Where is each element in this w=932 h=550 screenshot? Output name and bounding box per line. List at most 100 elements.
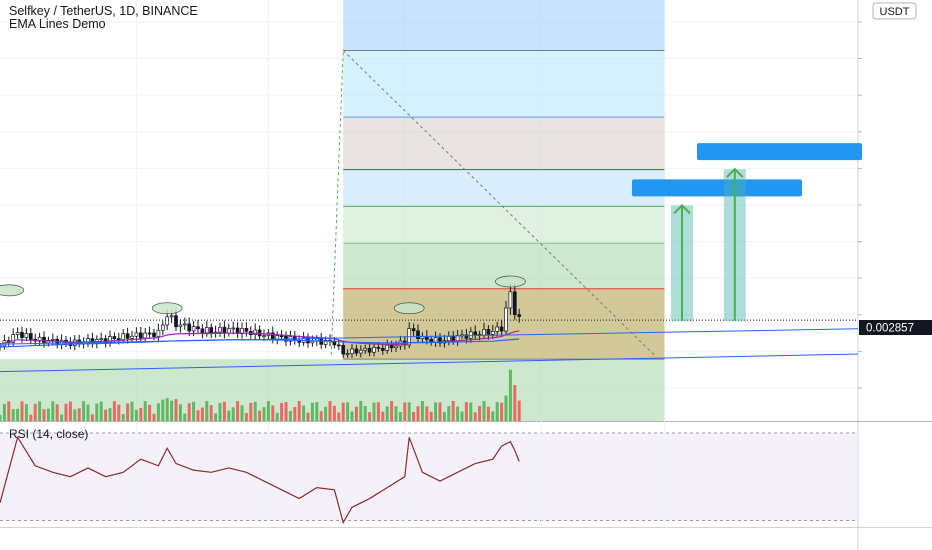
candle-body xyxy=(486,329,491,335)
volume-bar xyxy=(451,401,455,421)
candle-body xyxy=(24,333,29,338)
candle-body xyxy=(178,324,183,328)
volume-bar xyxy=(363,406,367,421)
candle-body xyxy=(138,332,143,339)
candle-body xyxy=(411,328,416,332)
volume-bar xyxy=(398,411,402,421)
volume-bar xyxy=(11,409,15,421)
candle-body xyxy=(209,327,214,334)
target-arrows[interactable] xyxy=(632,143,862,322)
volume-bar xyxy=(222,401,226,421)
volume-bar xyxy=(253,401,257,421)
volume-bar xyxy=(77,408,81,421)
volume-bar xyxy=(513,385,517,421)
volume-bar xyxy=(341,402,345,421)
candle-body xyxy=(482,329,486,336)
candle-body xyxy=(363,347,368,351)
volume-bar xyxy=(258,410,262,421)
candle-body xyxy=(490,330,495,335)
candle-body xyxy=(20,332,24,338)
candle-body xyxy=(319,338,324,345)
candle-body xyxy=(438,337,442,344)
volume-bar xyxy=(420,401,424,421)
candle-body xyxy=(257,329,262,337)
candle-body xyxy=(464,334,469,339)
volume-bar xyxy=(500,402,504,421)
fib-trend-line xyxy=(330,50,344,356)
candle-body xyxy=(15,332,20,335)
volume-bar xyxy=(196,410,200,421)
candle-body xyxy=(473,331,478,335)
candle-body xyxy=(354,348,359,354)
candle-body xyxy=(152,332,156,337)
volume-bar xyxy=(90,414,94,421)
volume-bar xyxy=(240,405,244,421)
candle-body xyxy=(125,333,130,339)
candle-body xyxy=(134,332,139,337)
volume-bar xyxy=(332,405,336,421)
candle-body xyxy=(380,348,385,351)
candle-body xyxy=(187,323,192,332)
volume-bar xyxy=(473,412,477,421)
candle-body xyxy=(244,328,249,332)
volume-bar xyxy=(20,401,24,421)
candle-body xyxy=(196,326,200,330)
currency-label: USDT xyxy=(880,6,910,18)
volume-bar xyxy=(442,412,446,421)
candle-body xyxy=(385,344,390,351)
volume-bar xyxy=(491,411,495,421)
volume-bar xyxy=(178,404,182,421)
candle-body xyxy=(499,326,504,332)
volume-bar xyxy=(16,408,20,421)
volume-bar xyxy=(403,402,407,421)
indicator-title[interactable]: EMA Lines Demo xyxy=(9,17,106,31)
volume-bar xyxy=(209,405,213,421)
candle-body xyxy=(143,332,148,339)
volume-bar xyxy=(64,403,68,421)
candle-body xyxy=(345,353,350,355)
candle-body xyxy=(389,344,394,349)
volume-bar xyxy=(104,409,108,421)
volume-bar xyxy=(460,411,464,421)
symbol-title[interactable]: Selfkey / TetherUS, 1D, BINANCE xyxy=(9,4,198,18)
volume-bar xyxy=(29,414,33,421)
volume-bar xyxy=(205,401,209,421)
volume-bar xyxy=(319,411,323,421)
candle-body xyxy=(231,327,236,330)
volume-bar xyxy=(95,403,99,421)
rsi-line xyxy=(0,435,520,525)
candle-body xyxy=(350,348,354,354)
volume-bar xyxy=(315,402,319,421)
candle-body xyxy=(416,330,420,340)
rsi-label[interactable]: RSI (14, close) xyxy=(9,427,88,441)
candle-body xyxy=(169,315,174,318)
volume-bar xyxy=(407,402,411,421)
volume-bar xyxy=(376,402,380,421)
volume-bar xyxy=(218,403,222,421)
volume-bars xyxy=(0,369,521,421)
candle-body xyxy=(11,334,16,343)
candle-body xyxy=(99,338,104,341)
peak-ellipse xyxy=(151,302,183,315)
volume-bar xyxy=(324,406,328,421)
volume-bar xyxy=(508,369,512,421)
volume-bar xyxy=(165,398,169,421)
volume-bar xyxy=(82,401,86,421)
candle-body xyxy=(433,337,438,343)
volume-bar xyxy=(425,406,429,421)
candle-body xyxy=(376,347,381,349)
volume-bar xyxy=(51,401,55,421)
volume-bar xyxy=(7,401,11,421)
volume-bar xyxy=(310,402,314,421)
candle-body xyxy=(495,326,500,332)
volume-bar xyxy=(148,404,152,421)
candle-body xyxy=(28,333,33,340)
candle-body xyxy=(446,336,451,341)
volume-bar xyxy=(359,401,363,421)
target-label-box xyxy=(632,179,802,197)
volume-bar xyxy=(33,403,37,421)
currency-badge[interactable] xyxy=(872,2,917,20)
volume-bar xyxy=(0,415,2,421)
volume-bar xyxy=(192,401,196,421)
